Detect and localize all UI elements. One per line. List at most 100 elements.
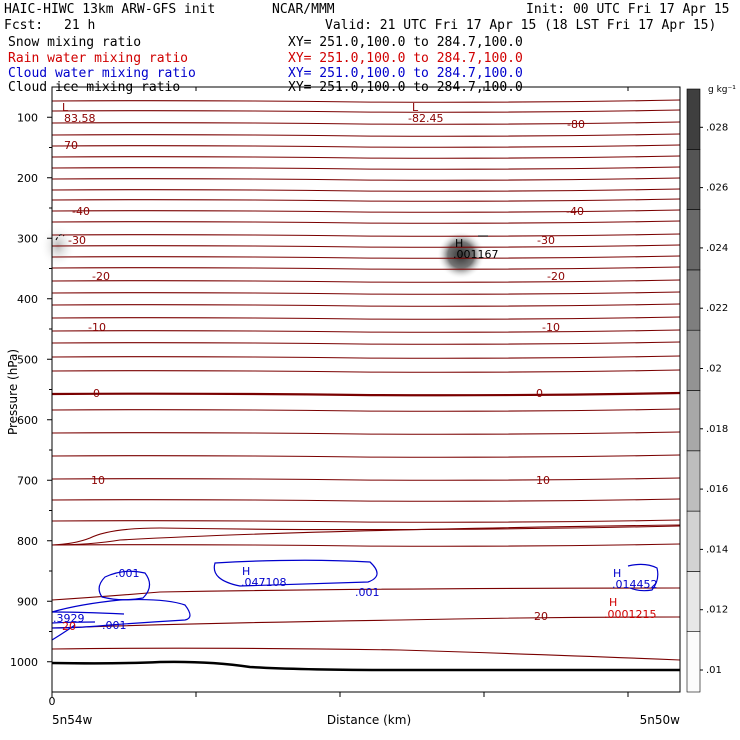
temperature-contour bbox=[51, 647, 681, 661]
rain-label: 20 bbox=[62, 620, 76, 633]
colorbar-segment bbox=[686, 149, 701, 210]
field-label-cloud-water: Cloud water mixing ratio bbox=[8, 66, 196, 81]
temp-label: 0 bbox=[93, 387, 100, 400]
field-label-rain: Rain water mixing ratio bbox=[8, 51, 189, 66]
temp-label: -20 bbox=[547, 270, 565, 283]
y-axis: 100 200 300 400 500 600 700 800 900 1000 bbox=[10, 111, 52, 669]
low-marker: L bbox=[412, 101, 419, 114]
cw-label: .001 bbox=[355, 586, 380, 599]
colorbar-tick-label: .024 bbox=[706, 243, 728, 254]
x-axis-title: Distance (km) bbox=[327, 713, 411, 727]
y-tick-label: 600 bbox=[17, 414, 38, 427]
model-title: HAIC-HIWC 13km ARW-GFS init bbox=[4, 2, 216, 17]
temperature-contour bbox=[51, 121, 681, 125]
colorbar: .01 .012 .014 .016 .018 .02 .022 .024 .026 .028 bbox=[686, 88, 728, 693]
cloud-water-labels: .001 .001 .001 .3929 bbox=[53, 567, 380, 632]
temperature-contour bbox=[51, 431, 681, 435]
cw-label: .3929 bbox=[53, 612, 85, 625]
x-end-label-left: 5n54w bbox=[52, 713, 93, 727]
colorbar-tick-label: .022 bbox=[706, 303, 728, 314]
temperature-contours bbox=[51, 99, 681, 661]
colorbar-tick-label: .014 bbox=[706, 544, 728, 555]
ice-contour-small bbox=[55, 234, 65, 241]
colorbar-tick-label: .026 bbox=[706, 183, 728, 194]
temperature-labels: -70 -80 -40 -40 -30 -30 -20 -20 -10 -10 … bbox=[60, 118, 585, 623]
temperature-contour bbox=[51, 524, 681, 546]
y-axis-title: Pressure (hPa) bbox=[6, 349, 20, 435]
temperature-contour bbox=[51, 303, 681, 307]
ice-shading-max bbox=[437, 231, 485, 279]
temp-label: -40 bbox=[72, 205, 90, 218]
colorbar-tick-label: .016 bbox=[706, 484, 728, 495]
valid-time: Valid: 21 UTC Fri 17 Apr 15 (18 LST Fri … bbox=[325, 18, 717, 33]
cw-label: .001 bbox=[102, 619, 127, 632]
colorbar-tick-label: .028 bbox=[706, 122, 728, 133]
temperature-contour bbox=[51, 391, 681, 397]
temp-label: -10 bbox=[542, 321, 560, 334]
colorbar-segment bbox=[686, 329, 701, 391]
temperature-contour bbox=[51, 266, 681, 270]
y-tick-label: 200 bbox=[17, 172, 38, 185]
field-xy-snow: XY= 251.0,100.0 to 284.7,100.0 bbox=[288, 35, 523, 50]
x-end-label-right: 5n50w bbox=[640, 713, 681, 727]
temp-label: -20 bbox=[92, 270, 110, 283]
high-value: .014452 bbox=[612, 578, 658, 591]
y-tick-label: 700 bbox=[17, 474, 38, 487]
temperature-contour bbox=[51, 316, 681, 320]
temperature-contour bbox=[51, 291, 681, 295]
temperature-contour bbox=[51, 255, 681, 259]
y-tick-label: 800 bbox=[17, 535, 38, 548]
temp-label: -10 bbox=[88, 321, 106, 334]
colorbar-segment bbox=[686, 390, 701, 452]
temp-label: 10 bbox=[91, 474, 105, 487]
temperature-contour bbox=[51, 99, 681, 103]
y-tick-label: 500 bbox=[17, 353, 38, 366]
high-value: .001167 bbox=[453, 248, 499, 261]
temperature-contour bbox=[51, 177, 681, 181]
temperature-contour bbox=[51, 543, 681, 547]
high-marker: H bbox=[613, 567, 621, 580]
temp-label: 0 bbox=[536, 387, 543, 400]
plot-frame bbox=[51, 86, 681, 693]
temperature-contour bbox=[51, 198, 681, 202]
y-tick-label: 300 bbox=[17, 232, 38, 245]
temperature-contour bbox=[51, 525, 681, 546]
colorbar-segment bbox=[686, 209, 701, 271]
temp-label: -40 bbox=[566, 205, 584, 218]
colorbar-tick-label: .012 bbox=[706, 605, 728, 616]
high-marker: H bbox=[455, 237, 463, 250]
temp-label: 20 bbox=[534, 610, 548, 623]
temperature-contour bbox=[51, 233, 681, 237]
temperature-contour bbox=[51, 329, 681, 333]
temperature-contour bbox=[51, 279, 681, 283]
temperature-contour bbox=[51, 133, 681, 137]
temperature-contour bbox=[51, 155, 681, 159]
y-tick-label: 100 bbox=[17, 111, 38, 124]
field-xy-rain: XY= 251.0,100.0 to 284.7,100.0 bbox=[288, 51, 523, 66]
high-value: .047108 bbox=[241, 576, 287, 589]
temperature-contour bbox=[51, 355, 681, 359]
cw-label: .001 bbox=[115, 567, 140, 580]
temp-label: 10 bbox=[536, 474, 550, 487]
high-marker: H bbox=[242, 565, 250, 578]
temperature-contour bbox=[51, 369, 681, 373]
org-label: NCAR/MMM bbox=[272, 2, 335, 17]
colorbar-tick-label: .018 bbox=[706, 424, 728, 435]
temperature-contour bbox=[51, 454, 681, 458]
extrema-labels: L 83.58 L -82.45 H .001167 H .047108 H .… bbox=[62, 101, 658, 621]
low-marker: L bbox=[62, 101, 69, 114]
colorbar-segment bbox=[686, 269, 701, 331]
init-time: Init: 00 UTC Fri 17 Apr 15 bbox=[526, 2, 730, 17]
field-label-snow: Snow mixing ratio bbox=[8, 35, 142, 50]
field-xy-cloud-water: XY= 251.0,100.0 to 284.7,100.0 bbox=[288, 66, 523, 81]
temperature-contour bbox=[51, 498, 681, 502]
colorbar-segment bbox=[686, 88, 701, 150]
temp-label: -30 bbox=[537, 234, 555, 247]
low-value: -82.45 bbox=[408, 112, 443, 125]
forecast-hours: 21 h bbox=[64, 18, 96, 33]
low-value: 83.58 bbox=[64, 112, 96, 125]
temperature-contour bbox=[51, 209, 681, 213]
surface-line bbox=[51, 660, 680, 672]
x-tick-label: 0 bbox=[49, 695, 56, 708]
